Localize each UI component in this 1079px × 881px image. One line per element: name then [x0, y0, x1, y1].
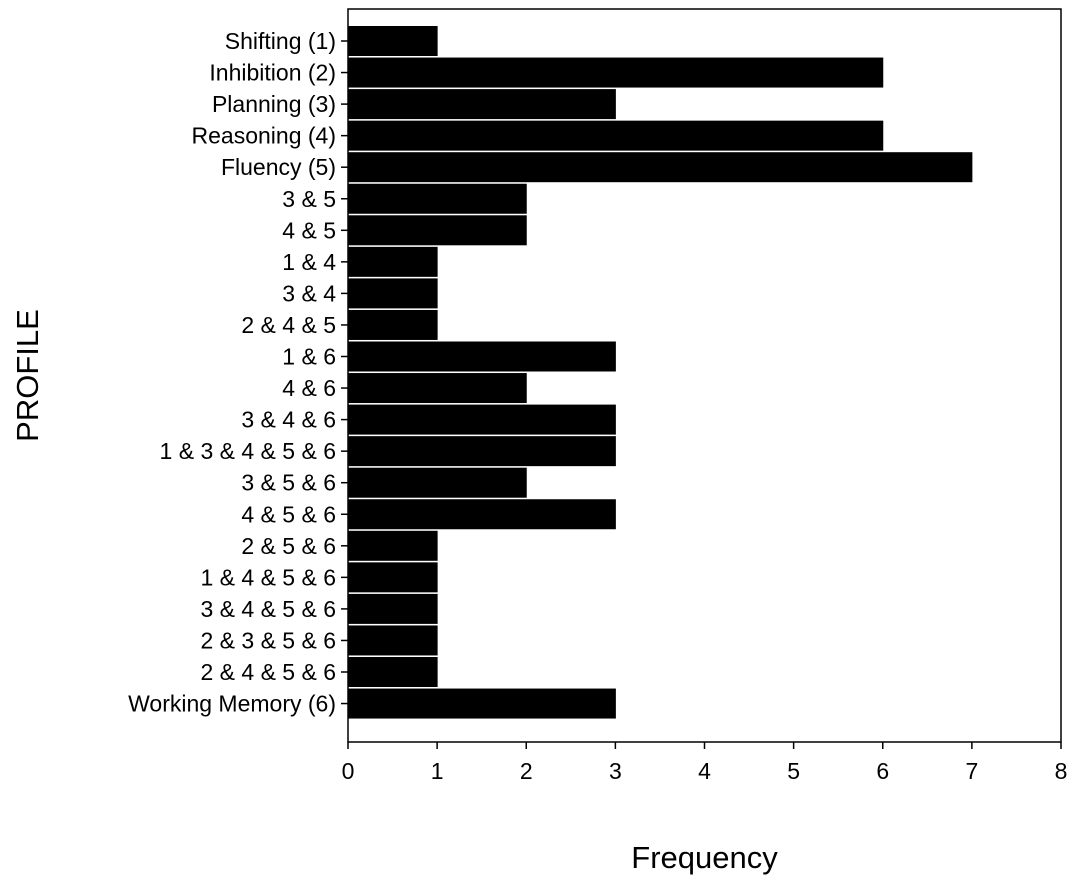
bar [348, 562, 438, 593]
y-tick-label: 2 & 3 & 5 & 6 [200, 627, 336, 653]
y-tick-label: 2 & 5 & 6 [241, 533, 336, 559]
bar [348, 89, 616, 120]
y-tick-label: Shifting (1) [225, 28, 336, 54]
y-tick-label: Working Memory (6) [128, 691, 336, 717]
y-tick-label: Planning (3) [212, 91, 336, 117]
y-tick-label: Reasoning (4) [192, 123, 336, 149]
x-tick-label: 3 [609, 758, 622, 784]
x-tick-label: 0 [342, 758, 355, 784]
y-tick-label: 1 & 4 [282, 249, 336, 275]
x-axis-title: Frequency [631, 840, 778, 875]
bar [348, 436, 616, 467]
y-tick-label: 2 & 4 & 5 & 6 [200, 659, 336, 685]
y-tick-label: 4 & 5 & 6 [241, 501, 336, 527]
y-tick-label: 1 & 3 & 4 & 5 & 6 [160, 438, 336, 464]
bar [348, 593, 438, 624]
bar [348, 278, 438, 309]
y-tick-label: 1 & 6 [282, 344, 336, 370]
y-tick-label: 3 & 4 & 6 [241, 407, 336, 433]
bar [348, 215, 527, 246]
bar [348, 625, 438, 656]
bar [348, 183, 527, 214]
bar [348, 246, 438, 277]
x-tick-label: 6 [876, 758, 889, 784]
x-tick-label: 8 [1055, 758, 1068, 784]
bars-group [348, 26, 973, 719]
bar [348, 57, 884, 88]
x-tick-label: 7 [965, 758, 978, 784]
bar [348, 373, 527, 404]
bar [348, 499, 616, 530]
x-tick-label: 1 [431, 758, 444, 784]
bar [348, 404, 616, 435]
bar [348, 309, 438, 340]
bar [348, 657, 438, 687]
y-axis-ticks: Shifting (1) Inhibition (2) Planning (3) Re… [128, 28, 348, 717]
bar [348, 688, 616, 719]
x-axis-ticks: 0 1 2 3 4 5 6 7 8 [342, 742, 1068, 784]
bar [348, 120, 884, 151]
y-tick-label: 2 & 4 & 5 [241, 312, 336, 338]
bar [348, 152, 973, 183]
x-tick-label: 5 [787, 758, 800, 784]
x-tick-label: 2 [520, 758, 533, 784]
y-tick-label: 3 & 5 & 6 [241, 470, 336, 496]
x-tick-label: 4 [698, 758, 711, 784]
bar [348, 530, 438, 561]
y-tick-label: Fluency (5) [221, 154, 336, 180]
y-tick-label: 3 & 5 [282, 186, 336, 212]
bar [348, 341, 616, 372]
y-tick-label: Inhibition (2) [209, 60, 336, 86]
y-tick-label: 1 & 4 & 5 & 6 [200, 564, 336, 590]
y-axis-title: PROFILE [10, 309, 45, 442]
y-tick-label: 3 & 4 [282, 280, 336, 306]
bar [348, 467, 527, 498]
y-tick-label: 4 & 5 [282, 217, 336, 243]
y-tick-label: 4 & 6 [282, 375, 336, 401]
bar [348, 26, 438, 56]
y-tick-label: 3 & 4 & 5 & 6 [200, 596, 336, 622]
